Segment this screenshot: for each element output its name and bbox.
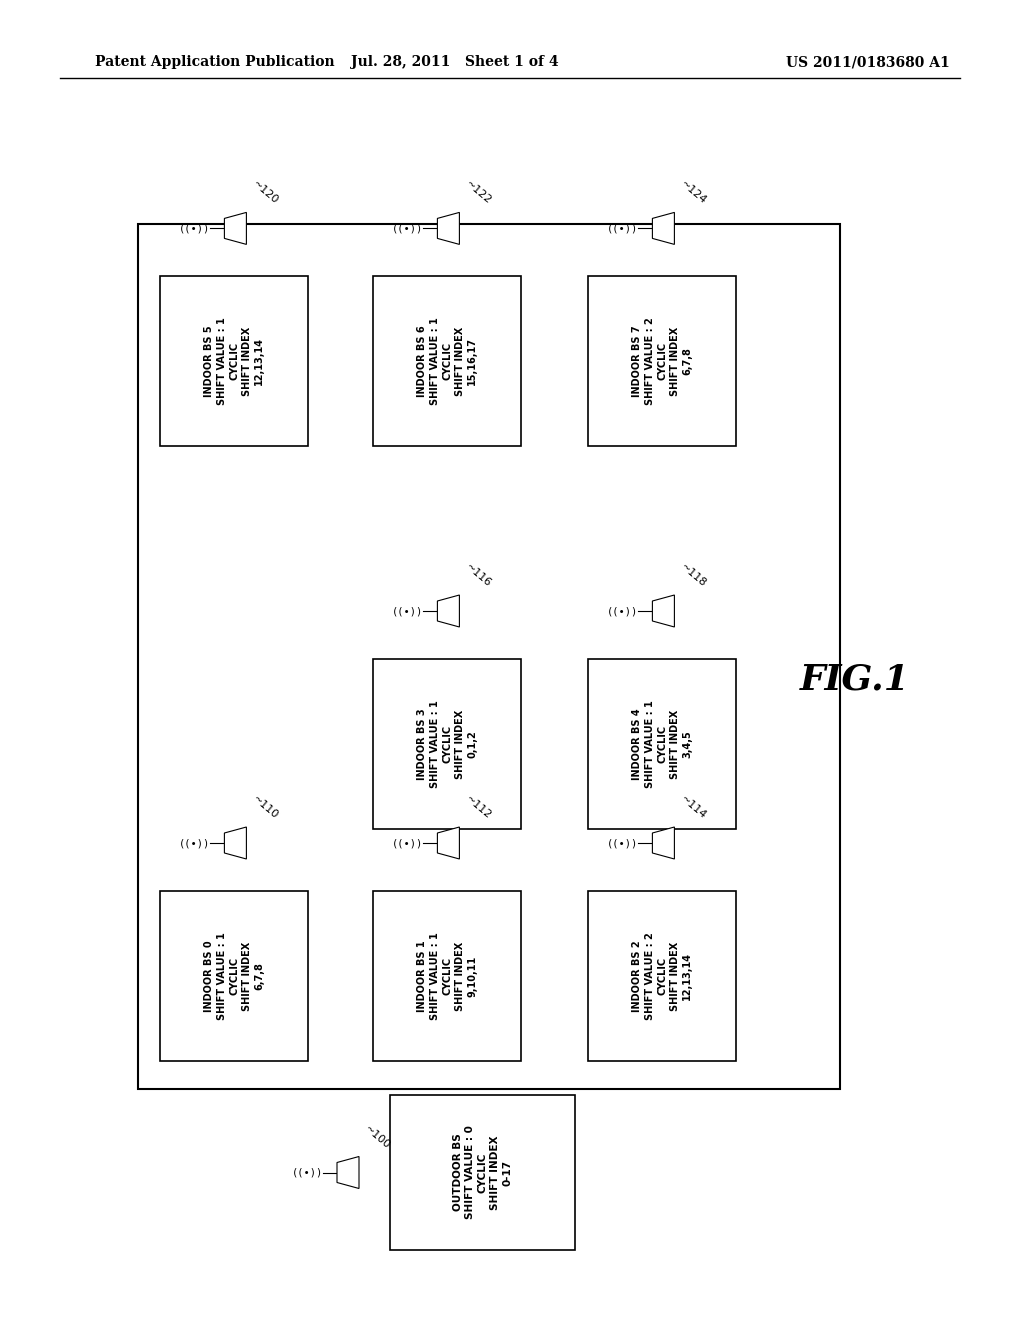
Bar <box>160 891 308 1061</box>
Bar <box>588 891 736 1061</box>
Text: INDOOR BS 4
SHIFT VALUE : 1
CYCLIC
SHIFT INDEX
3,4,5: INDOOR BS 4 SHIFT VALUE : 1 CYCLIC SHIFT… <box>633 700 692 788</box>
Polygon shape <box>437 828 460 859</box>
Polygon shape <box>652 595 675 627</box>
Text: INDOOR BS 1
SHIFT VALUE : 1
CYCLIC
SHIFT INDEX
9,10,11: INDOOR BS 1 SHIFT VALUE : 1 CYCLIC SHIFT… <box>418 932 477 1020</box>
Text: OUTDOOR BS
SHIFT VALUE : 0
CYCLIC
SHIFT INDEX
0-17: OUTDOOR BS SHIFT VALUE : 0 CYCLIC SHIFT … <box>453 1126 512 1220</box>
Text: US 2011/0183680 A1: US 2011/0183680 A1 <box>786 55 950 69</box>
Text: Patent Application Publication: Patent Application Publication <box>95 55 335 69</box>
Text: FIG.1: FIG.1 <box>800 663 910 697</box>
Bar <box>588 276 736 446</box>
Text: ~122: ~122 <box>464 180 494 206</box>
Text: ~120: ~120 <box>251 180 281 206</box>
Text: ~114: ~114 <box>678 793 709 821</box>
Polygon shape <box>224 828 247 859</box>
Text: INDOOR BS 5
SHIFT VALUE : 1
CYCLIC
SHIFT INDEX
12,13,14: INDOOR BS 5 SHIFT VALUE : 1 CYCLIC SHIFT… <box>205 318 264 405</box>
Text: ((•)): ((•)) <box>292 1167 323 1177</box>
Text: ((•)): ((•)) <box>179 223 210 234</box>
Text: ((•)): ((•)) <box>607 223 638 234</box>
Text: ((•)): ((•)) <box>607 606 638 616</box>
Text: Jul. 28, 2011   Sheet 1 of 4: Jul. 28, 2011 Sheet 1 of 4 <box>351 55 559 69</box>
Text: ((•)): ((•)) <box>392 838 423 847</box>
Polygon shape <box>224 213 247 244</box>
Text: ~112: ~112 <box>464 793 494 821</box>
Text: INDOOR BS 0
SHIFT VALUE : 1
CYCLIC
SHIFT INDEX
6,7,8: INDOOR BS 0 SHIFT VALUE : 1 CYCLIC SHIFT… <box>205 932 264 1020</box>
Bar <box>160 276 308 446</box>
Text: INDOOR BS 7
SHIFT VALUE : 2
CYCLIC
SHIFT INDEX
6,7,8: INDOOR BS 7 SHIFT VALUE : 2 CYCLIC SHIFT… <box>633 318 692 405</box>
Bar <box>373 276 521 446</box>
Text: ((•)): ((•)) <box>179 838 210 847</box>
Bar <box>390 1096 575 1250</box>
Bar <box>373 891 521 1061</box>
Bar <box>138 224 840 1089</box>
Text: ~118: ~118 <box>678 562 709 589</box>
Polygon shape <box>437 213 460 244</box>
Polygon shape <box>337 1156 359 1188</box>
Text: INDOOR BS 3
SHIFT VALUE : 1
CYCLIC
SHIFT INDEX
0,1,2: INDOOR BS 3 SHIFT VALUE : 1 CYCLIC SHIFT… <box>418 700 477 788</box>
Text: ~124: ~124 <box>678 180 709 206</box>
Text: INDOOR BS 2
SHIFT VALUE : 2
CYCLIC
SHIFT INDEX
12,13,14: INDOOR BS 2 SHIFT VALUE : 2 CYCLIC SHIFT… <box>633 932 692 1020</box>
Polygon shape <box>437 595 460 627</box>
Bar <box>588 659 736 829</box>
Polygon shape <box>652 213 675 244</box>
Text: ~110: ~110 <box>251 793 280 821</box>
Text: ((•)): ((•)) <box>392 223 423 234</box>
Text: ((•)): ((•)) <box>392 606 423 616</box>
Bar <box>373 659 521 829</box>
Text: INDOOR BS 6
SHIFT VALUE : 1
CYCLIC
SHIFT INDEX
15,16,17: INDOOR BS 6 SHIFT VALUE : 1 CYCLIC SHIFT… <box>418 318 477 405</box>
Text: ~116: ~116 <box>464 562 493 589</box>
Polygon shape <box>652 828 675 859</box>
Text: ((•)): ((•)) <box>607 838 638 847</box>
Text: ~100: ~100 <box>362 1123 392 1151</box>
